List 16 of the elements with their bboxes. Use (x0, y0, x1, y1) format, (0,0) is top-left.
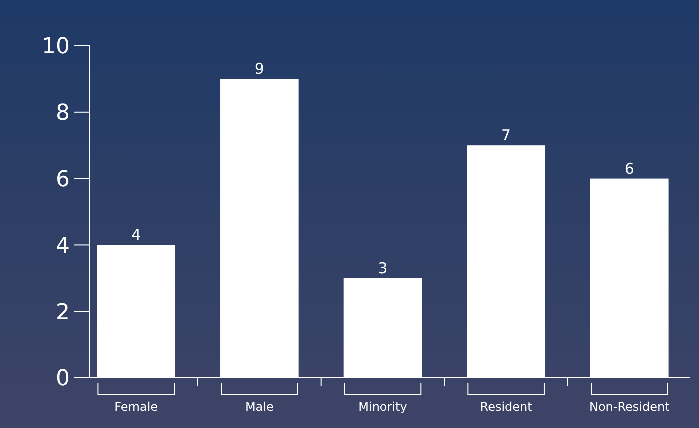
data-label: 6 (624, 160, 634, 178)
y-tick-label: 8 (56, 101, 70, 126)
x-tick-label: Female (114, 400, 158, 414)
data-label: 9 (254, 60, 264, 78)
data-label: 7 (502, 126, 512, 145)
data-label: 3 (378, 259, 388, 278)
y-tick-label: 10 (42, 34, 70, 60)
y-tick-label: 4 (56, 234, 70, 259)
y-tick-label: 2 (56, 300, 70, 326)
y-tick-label: 0 (56, 366, 70, 392)
x-tick-label: Male (245, 400, 274, 414)
data-label: 4 (132, 226, 142, 244)
x-tick-label: Non-Resident (589, 400, 670, 414)
x-tick-label: Minority (358, 400, 408, 414)
y-tick-label: 6 (56, 168, 70, 192)
x-tick-label: Resident (480, 400, 533, 414)
